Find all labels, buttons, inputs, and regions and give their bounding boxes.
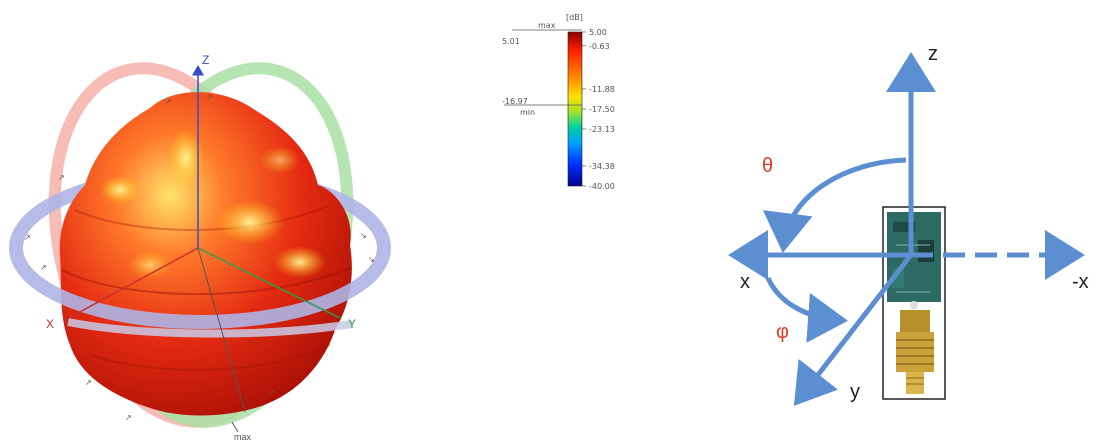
colorbar-tick-label: -34.38 (589, 162, 615, 171)
y-label: y (850, 381, 860, 403)
colorbar-tick-label: -40.00 (589, 182, 615, 191)
colorbar-tick-label: 5.00 (589, 28, 607, 37)
colorbar-gradient (567, 31, 583, 187)
theta-label: θ (762, 155, 773, 177)
colorbar-min-name: min (520, 108, 535, 117)
phi-arc (765, 276, 848, 343)
colorbar-tick-label: -17.50 (589, 105, 615, 114)
colorbar-max-value: 5.01 (502, 37, 520, 46)
colorbar-unit: [dB] (566, 13, 583, 22)
svg-text:↗: ↗ (24, 233, 31, 242)
svg-text:↗: ↗ (40, 263, 47, 272)
pattern-z-label: Z (202, 53, 209, 67)
theta-arc (762, 157, 907, 253)
x-label: x (740, 271, 750, 293)
pattern-max-label: max (234, 432, 252, 442)
pattern-axes (64, 65, 341, 413)
blue-reference-ring-front (9, 247, 391, 329)
colorbar: [dB] max 5.01 -16.97 min 5.00 -0.63 -11.88… (502, 13, 615, 191)
pattern-surface (59, 92, 352, 416)
colorbar-min-value: -16.97 (502, 97, 528, 106)
svg-text:↗: ↗ (125, 413, 132, 422)
sma-connector (900, 310, 930, 332)
svg-text:↗: ↗ (206, 93, 213, 102)
colorbar-ticks: 5.00 -0.63 -11.88 -17.50 -23.13 -34.38 -40.00 (582, 28, 615, 191)
phi-label: φ (776, 321, 789, 343)
colorbar-tick-label: -0.63 (589, 42, 610, 51)
svg-text:↗: ↗ (165, 97, 172, 106)
z-label: z (928, 43, 938, 65)
svg-text:↗: ↗ (268, 388, 275, 397)
svg-text:↗: ↗ (58, 173, 65, 182)
colorbar-tick-label: -11.88 (589, 85, 615, 94)
radiation-pattern: ↗ ↗ ↘ ↘ ↗ ↗ ↗ ↗ ↗ ↗ Z X Y max (9, 53, 391, 442)
colorbar-tick-label: -23.13 (589, 125, 615, 134)
colorbar-max-name: max (538, 21, 556, 30)
svg-text:↘: ↘ (368, 255, 375, 264)
svg-text:↘: ↘ (360, 231, 367, 240)
svg-text:↗: ↗ (85, 378, 92, 387)
pattern-y-label: Y (348, 317, 356, 331)
ring-tick-marks: ↗ ↗ ↘ ↘ ↗ ↗ ↗ ↗ ↗ ↗ (24, 93, 375, 422)
y-axis (793, 253, 913, 406)
equator-band (67, 318, 353, 338)
pattern-x-label: X (46, 317, 54, 331)
neg-x-label: -x (1072, 271, 1089, 293)
device-photo (882, 206, 946, 400)
coordinate-system: z x -x y θ φ (728, 43, 1089, 406)
